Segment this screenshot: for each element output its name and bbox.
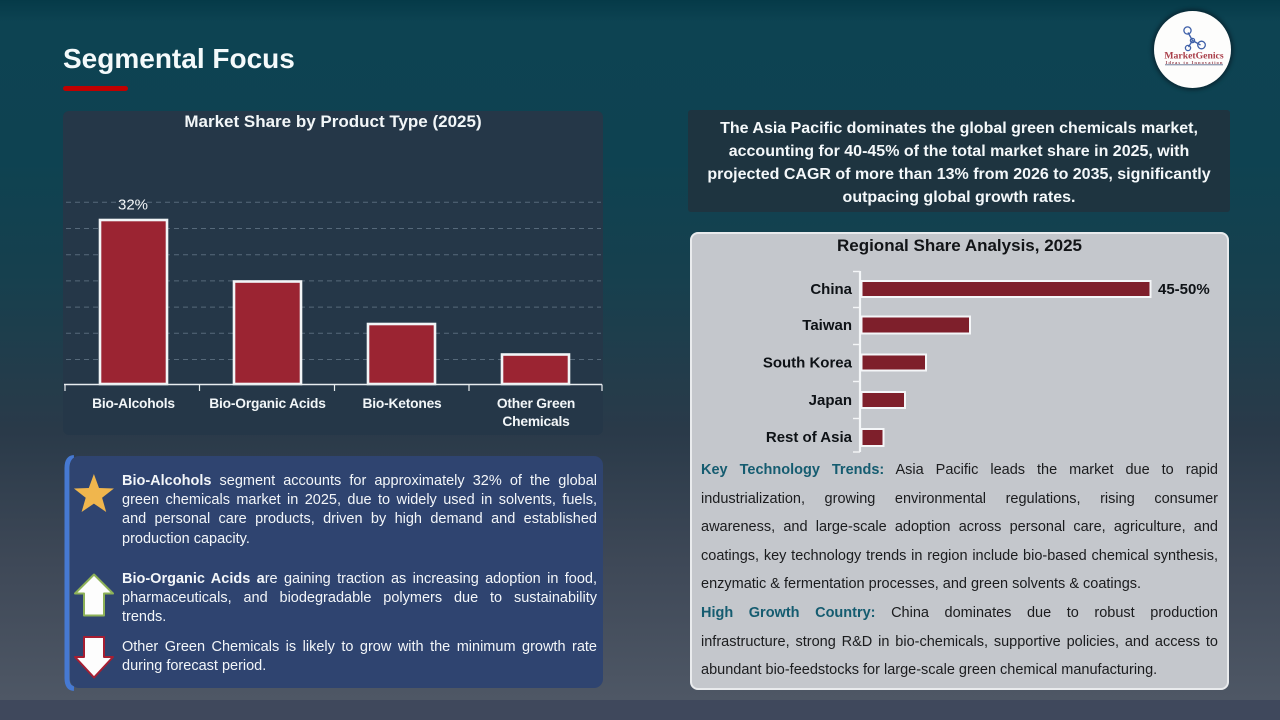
svg-text:Bio-Alcohols: Bio-Alcohols (92, 396, 175, 411)
svg-text:South Korea: South Korea (763, 355, 853, 372)
svg-text:Bio-Organic Acids: Bio-Organic Acids (209, 396, 326, 411)
svg-text:China: China (810, 281, 852, 298)
svg-text:45-50%: 45-50% (1158, 281, 1210, 298)
svg-text:Ideas to Innovation: Ideas to Innovation (1165, 60, 1223, 65)
svg-text:MarketGenics: MarketGenics (1164, 51, 1223, 62)
svg-text:Chemicals: Chemicals (502, 414, 570, 429)
svg-text:Bio-Ketones: Bio-Ketones (362, 396, 442, 411)
svg-text:Taiwan: Taiwan (802, 317, 852, 334)
svg-text:Rest of Asia: Rest of Asia (766, 429, 853, 446)
svg-text:Japan: Japan (809, 392, 852, 409)
svg-text:32%: 32% (118, 197, 148, 214)
svg-text:Other Green: Other Green (497, 396, 575, 411)
